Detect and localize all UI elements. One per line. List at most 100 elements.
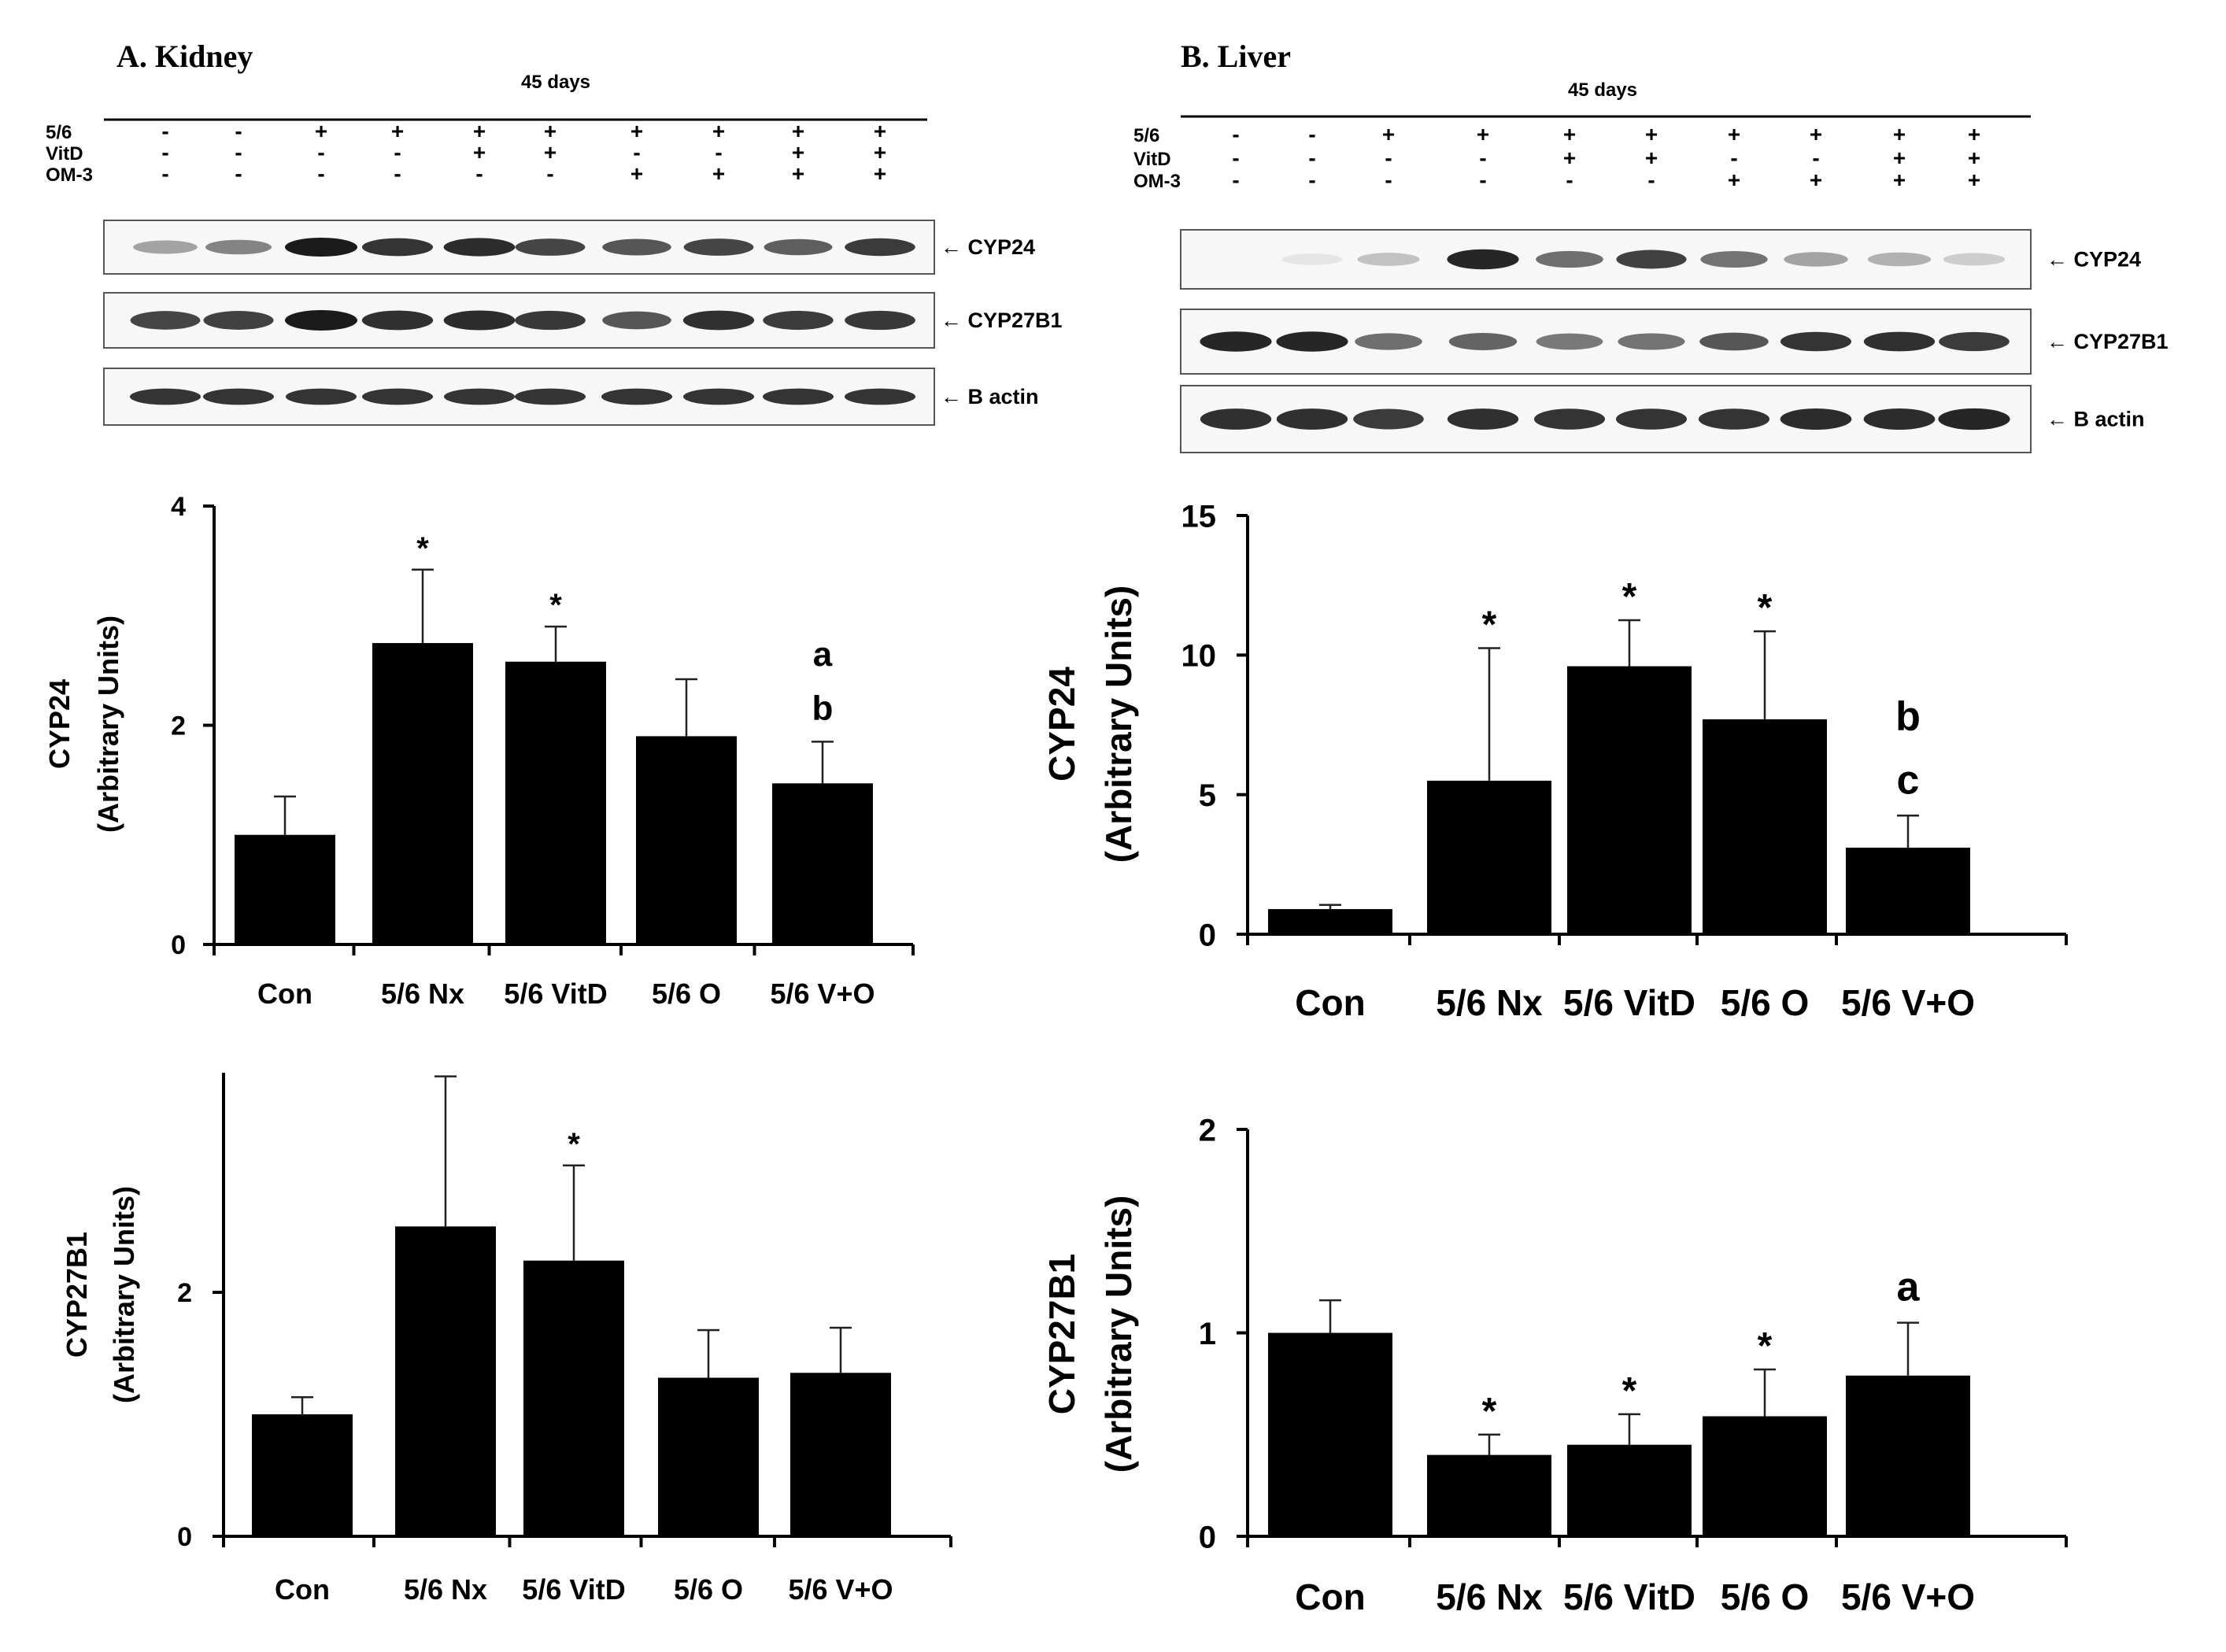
blot-band (1698, 408, 1770, 430)
bar (395, 1226, 496, 1536)
blot-band (129, 388, 202, 405)
category-label: 5/6 O (1721, 982, 1810, 1023)
significance-star: * (416, 531, 429, 566)
blot-strip: ← CYP24 (1180, 229, 2141, 290)
blot-band (285, 238, 357, 257)
y-tick-label: 0 (177, 1522, 192, 1552)
y-tick-label: 1 (1199, 1317, 1216, 1351)
treatment-sign: - (715, 140, 722, 164)
y-axis-title: CYP27B1 (61, 1232, 93, 1358)
blot-band (1281, 253, 1343, 265)
y-tick-label: 0 (1199, 1520, 1216, 1554)
blot-band (133, 240, 198, 254)
significance-star: * (1622, 1370, 1637, 1412)
category-label: 5/6 V+O (1841, 982, 1975, 1023)
blot-label: ← B actin (941, 385, 1039, 408)
significance-star: * (549, 588, 562, 623)
blot-strip: ← CYP27B1 (103, 292, 1063, 349)
blot-band (682, 388, 755, 405)
treatment-sign: - (475, 161, 483, 186)
significance-star: * (1758, 1325, 1773, 1367)
blot-band (1447, 249, 1519, 270)
treatment-label: OM-3 (46, 164, 93, 186)
blot-band (515, 238, 586, 256)
bar (1567, 1444, 1692, 1536)
blot-band (1867, 252, 1932, 267)
category-label: 5/6 Nx (404, 1573, 487, 1606)
treatment-sign: - (235, 140, 242, 164)
blot-label: ← CYP24 (2047, 248, 2141, 272)
category-label: 5/6 O (1721, 1576, 1810, 1617)
blot-band (361, 310, 434, 331)
blot-band (764, 238, 833, 256)
significance-letter: c (1897, 757, 1920, 803)
blot-band (682, 310, 755, 331)
blot-band (1448, 333, 1518, 350)
blot-strip: ← CYP24 (103, 220, 1035, 275)
blot-band (443, 310, 516, 331)
treatment-sign: + (1810, 168, 1822, 192)
treatment-sign: + (792, 140, 804, 164)
treatment-sign: - (1385, 146, 1392, 170)
category-label: Con (275, 1573, 330, 1606)
blot-band (1618, 333, 1685, 350)
treatment-sign: + (544, 119, 556, 143)
category-label: 5/6 V+O (770, 978, 874, 1010)
category-label: 5/6 Nx (381, 978, 464, 1010)
blot-band (1863, 331, 1936, 352)
blot-band (515, 310, 586, 331)
treatment-sign: + (1563, 146, 1576, 170)
blot-band (1943, 253, 2006, 266)
blot-band (1353, 408, 1424, 430)
significance-letter: b (812, 689, 834, 727)
timepoint-label: 45 days (1568, 79, 1637, 101)
treatment-sign: - (1308, 146, 1315, 170)
blot-band (602, 238, 671, 256)
blot-band (203, 311, 274, 330)
treatment-label: VitD (46, 143, 83, 164)
blot-band (1536, 250, 1603, 268)
treatment-sign: + (1563, 122, 1576, 146)
treatment-sign: - (633, 140, 640, 164)
blot-band (1447, 408, 1519, 430)
category-label: 5/6 Nx (1436, 982, 1543, 1023)
blot-band (205, 239, 272, 255)
treatment-sign: - (1385, 168, 1392, 192)
treatment-sign: - (161, 161, 168, 186)
bar (772, 783, 873, 944)
blot-band (1780, 408, 1852, 430)
treatment-sign: + (315, 119, 327, 143)
blot-band (361, 388, 434, 405)
treatment-sign: + (1728, 168, 1740, 192)
treatment-sign: - (317, 161, 324, 186)
treatment-sign: - (1566, 168, 1573, 192)
treatment-sign: - (235, 119, 242, 143)
blot-band (1276, 408, 1348, 430)
bar (1427, 1454, 1551, 1536)
treatment-sign: + (1810, 122, 1822, 146)
treatment-label: VitD (1133, 149, 1171, 170)
treatment-sign: + (1645, 122, 1658, 146)
bar (235, 834, 335, 944)
bar-chart-3: 0 5 10 15 Con * 5/6 Nx * 5/6 VitD * 5/6 O bc 5/6 V+O… (1041, 499, 2068, 1023)
y-tick-label: 10 (1181, 639, 1217, 674)
treatment-sign: - (161, 119, 168, 143)
blot-band (443, 388, 516, 405)
blot-band (762, 388, 834, 405)
y-axis-title: CYP24 (1041, 667, 1082, 782)
treatment-sign: - (546, 161, 553, 186)
treatment-sign: + (1382, 122, 1395, 146)
y-tick-label: 2 (171, 711, 186, 741)
treatment-sign: + (1893, 168, 1906, 192)
blot-band (1276, 331, 1348, 352)
treatment-sign: - (1479, 146, 1486, 170)
bar (1846, 848, 1970, 934)
blot-label: ← B actin (2047, 408, 2145, 431)
significance-star: * (568, 1127, 580, 1162)
treatment-sign: + (473, 119, 486, 143)
category-label: Con (1295, 1576, 1365, 1617)
blot-band (361, 238, 434, 257)
bar (1268, 909, 1392, 934)
bar-chart-4: 0 1 2 Con * 5/6 Nx * 5/6 VitD * 5/6 O a 5/6 V+O CYP2… (1041, 1113, 2068, 1617)
treatment-sign: + (1728, 122, 1740, 146)
